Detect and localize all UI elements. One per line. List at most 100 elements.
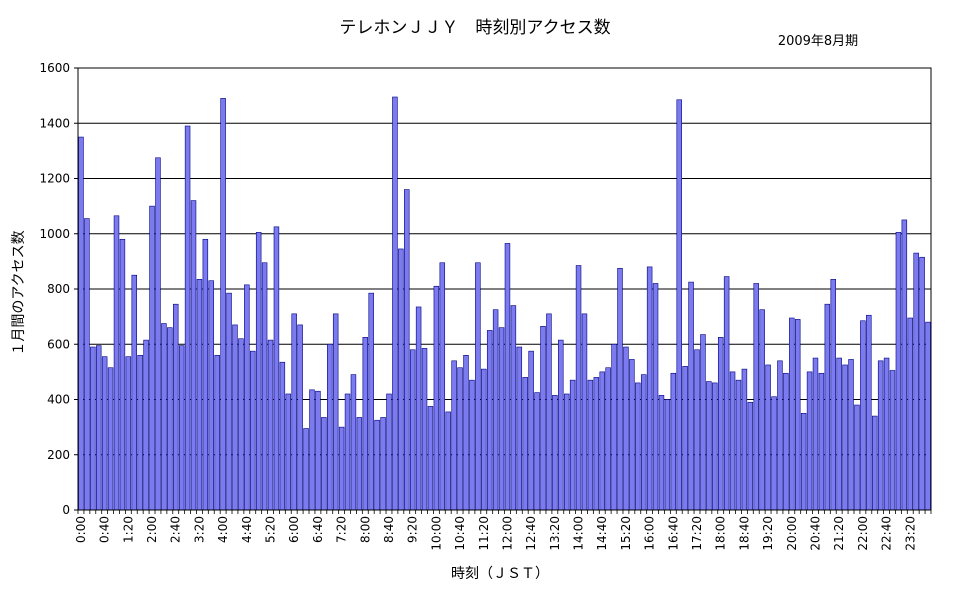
bar xyxy=(463,354,469,511)
bar xyxy=(836,357,842,511)
bar xyxy=(723,276,730,511)
bar xyxy=(700,334,706,511)
bar xyxy=(498,327,505,511)
bar xyxy=(445,411,451,511)
bar xyxy=(398,248,404,511)
bar xyxy=(806,371,813,511)
y-tick-label: 200 xyxy=(47,448,70,462)
x-tick-label: 18:40 xyxy=(737,516,751,551)
x-tick-label: 14:40 xyxy=(595,516,609,551)
x-tick-label: 23:20 xyxy=(903,516,917,551)
bar xyxy=(321,417,327,511)
bar xyxy=(362,337,369,511)
x-tick-label: 0:40 xyxy=(98,516,112,543)
bar xyxy=(717,337,724,511)
bar xyxy=(190,200,197,511)
bar xyxy=(250,350,256,511)
bar xyxy=(534,392,540,511)
bar xyxy=(670,372,677,511)
y-axis-label: １月間のアクセス数 xyxy=(11,230,27,355)
bar xyxy=(149,205,155,511)
bar xyxy=(575,265,582,511)
bar xyxy=(137,354,143,511)
bar xyxy=(735,379,742,511)
x-tick-label: 12:00 xyxy=(500,516,514,551)
x-tick-label: 16:40 xyxy=(666,516,680,551)
bar xyxy=(238,338,244,511)
bar xyxy=(646,266,653,511)
bar xyxy=(404,189,410,511)
bar xyxy=(629,359,635,511)
bar xyxy=(469,379,475,511)
bar xyxy=(309,389,315,511)
bar xyxy=(492,309,499,511)
bar xyxy=(599,371,605,511)
bar xyxy=(315,390,321,511)
bar xyxy=(119,238,126,511)
bar xyxy=(682,366,688,511)
bar xyxy=(854,404,860,511)
bar xyxy=(587,379,594,511)
bar xyxy=(771,396,777,511)
bar xyxy=(202,238,209,511)
bar xyxy=(747,401,754,511)
bar xyxy=(558,339,564,511)
bar xyxy=(706,381,712,511)
x-tick-label: 1:20 xyxy=(121,516,135,543)
bar xyxy=(285,393,292,511)
x-tick-label: 13:20 xyxy=(548,516,562,551)
bar xyxy=(581,313,588,511)
bar xyxy=(522,377,528,511)
bar xyxy=(652,283,659,511)
bar xyxy=(812,357,819,511)
y-tick-label: 800 xyxy=(47,282,70,296)
x-tick-label: 10:40 xyxy=(453,516,467,551)
bar xyxy=(261,262,268,511)
bar xyxy=(173,303,179,511)
bar xyxy=(569,379,576,511)
bar xyxy=(303,428,309,511)
bar xyxy=(895,232,902,511)
bar xyxy=(433,285,440,511)
x-tick-label: 6:00 xyxy=(287,516,301,543)
bar xyxy=(78,136,84,511)
bar xyxy=(84,218,90,511)
y-tick-label: 400 xyxy=(47,393,70,407)
x-tick-label: 17:20 xyxy=(690,516,704,551)
bar xyxy=(688,281,694,511)
x-tick-label: 4:40 xyxy=(240,516,254,543)
y-tick-label: 1600 xyxy=(39,61,70,75)
bar xyxy=(871,415,878,511)
x-tick-label: 16:00 xyxy=(643,516,657,551)
bar xyxy=(842,364,848,511)
bar xyxy=(167,327,173,511)
bar xyxy=(860,320,866,511)
bar xyxy=(741,368,748,511)
x-tick-label: 21:20 xyxy=(832,516,846,551)
bar xyxy=(196,279,203,511)
x-tick-label: 3:20 xyxy=(192,516,206,543)
bar xyxy=(344,393,351,511)
bar xyxy=(866,314,872,511)
bar xyxy=(297,324,303,511)
bar xyxy=(380,417,386,511)
bar xyxy=(338,426,345,511)
bar xyxy=(273,226,280,511)
x-tick-label: 15:20 xyxy=(619,516,633,551)
x-axis-label: 時刻（ＪＳＴ） xyxy=(451,566,549,582)
bar xyxy=(386,393,392,511)
x-tick-label: 20:40 xyxy=(808,516,822,551)
bar xyxy=(510,305,517,511)
bar xyxy=(765,364,771,511)
bar xyxy=(789,317,795,511)
bar xyxy=(605,367,611,511)
bar xyxy=(457,367,463,511)
bar xyxy=(901,219,908,511)
bar xyxy=(552,395,558,511)
bar xyxy=(563,393,570,511)
y-tick-label: 0 xyxy=(62,503,70,517)
x-tick-label: 9:20 xyxy=(406,516,420,543)
bar xyxy=(824,303,831,511)
bar xyxy=(623,346,629,511)
